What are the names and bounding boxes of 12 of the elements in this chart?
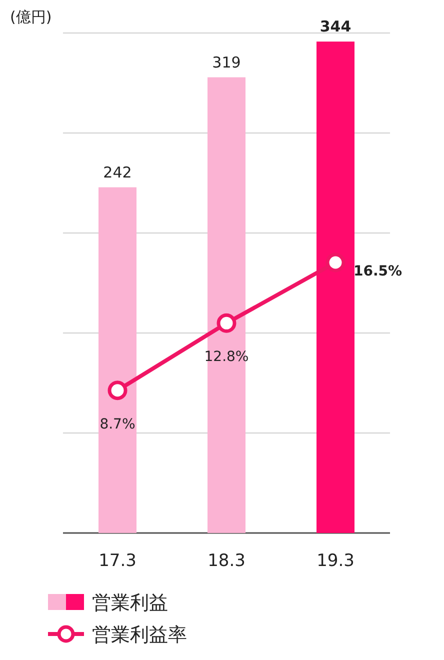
legend-label: 営業利益率	[92, 624, 187, 646]
data-label: 16.5%	[354, 264, 402, 280]
x-tick-label: 19.3	[316, 551, 354, 571]
y-axis-title: (億円)	[10, 8, 52, 26]
data-label: 319	[212, 53, 241, 72]
x-tick-label: 18.3	[208, 551, 246, 571]
data-label: 12.8%	[204, 349, 249, 366]
legend-label: 営業利益	[92, 592, 168, 614]
data-label: 344	[320, 18, 352, 36]
data-label: 242	[103, 163, 132, 182]
data-label: 8.7%	[100, 416, 136, 432]
x-tick-label: 17.3	[98, 551, 136, 571]
